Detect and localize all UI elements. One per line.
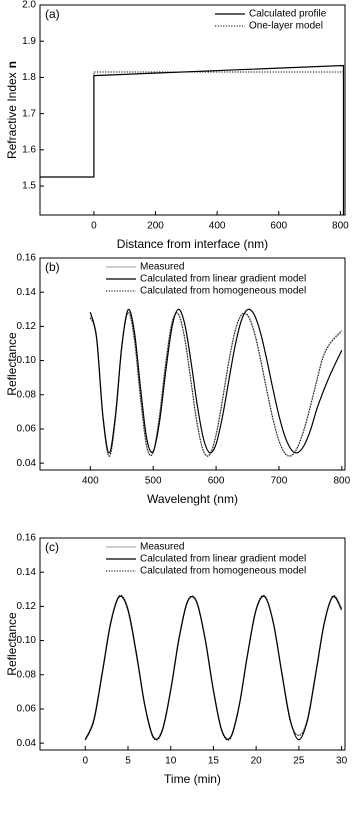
plot-frame — [39, 4, 346, 216]
y-tick-label: 0.08 — [17, 389, 37, 400]
legend-label: Calculated from homogeneous model — [140, 566, 306, 577]
x-tick-label: 800 — [334, 476, 351, 487]
y-tick-label: 2.0 — [22, 0, 36, 11]
y-tick-label: 1.9 — [22, 36, 36, 47]
y-tick-label: 0.06 — [17, 704, 37, 715]
y-axis-label: Reflectance — [5, 612, 19, 676]
data-line — [89, 308, 343, 454]
data-line — [84, 594, 343, 741]
x-tick-label: 20 — [251, 756, 263, 767]
x-tick-label: 700 — [271, 476, 288, 487]
legend-label: Calculated from homogeneous model — [140, 286, 306, 297]
legend-label: Measured — [140, 262, 184, 273]
data-line — [40, 71, 345, 215]
y-tick-label: 0.12 — [17, 321, 37, 332]
legend-label: Calculated from linear gradient model — [140, 554, 306, 565]
x-axis-label: Distance from interface (nm) — [117, 237, 268, 251]
plot-frame — [39, 257, 346, 471]
y-axis-label: Refractive Index n — [5, 61, 19, 159]
x-tick-label: 400 — [82, 476, 99, 487]
panel: 1.5 1.6 1.7 1.8 1.9 2.0 0 200 400 600 800 (a) Distan… — [5, 0, 349, 251]
y-tick-label: 0.04 — [17, 458, 37, 469]
y-tick-label: 1.6 — [22, 144, 36, 155]
y-tick-label: 0.12 — [17, 601, 37, 612]
y-tick-label: 0.08 — [17, 669, 37, 680]
panel-label: (b) — [45, 260, 60, 274]
x-tick-label: 25 — [293, 756, 305, 767]
legend-label: Calculated profile — [249, 9, 327, 20]
panel: 0.04 0.06 0.08 0.10 0.12 0.14 0.16 400 500 600 700… — [5, 253, 350, 507]
x-tick-label: 200 — [147, 221, 164, 232]
y-axis-label-text: Reflectance — [5, 332, 19, 396]
x-axis-label: Time (min) — [164, 772, 221, 786]
y-tick-label: 0.14 — [17, 567, 37, 578]
data-line — [40, 64, 345, 215]
legend-label: One-layer model — [249, 21, 323, 32]
plot-frame — [39, 537, 346, 751]
x-tick-label: 15 — [208, 756, 220, 767]
x-tick-label: 800 — [332, 221, 349, 232]
data-line — [89, 311, 343, 458]
x-tick-label: 5 — [125, 756, 131, 767]
y-axis-label-symbol: n — [5, 61, 19, 68]
y-tick-label: 0.06 — [17, 424, 37, 435]
data-line — [84, 594, 343, 741]
y-tick-label: 1.5 — [22, 181, 36, 192]
x-tick-label: 600 — [270, 221, 287, 232]
y-tick-label: 0.04 — [17, 738, 37, 749]
x-tick-label: 600 — [208, 476, 225, 487]
y-tick-label: 0.10 — [17, 355, 37, 366]
x-tick-label: 30 — [336, 756, 348, 767]
x-tick-label: 500 — [145, 476, 162, 487]
y-axis-label-text: Reflectance — [5, 612, 19, 676]
x-tick-label: 400 — [209, 221, 226, 232]
x-tick-label: 10 — [165, 756, 177, 767]
x-tick-label: 0 — [91, 221, 97, 232]
data-line — [84, 595, 343, 741]
y-tick-label: 1.7 — [22, 108, 36, 119]
y-tick-label: 0.16 — [17, 533, 37, 544]
y-axis-label: Reflectance — [5, 332, 19, 396]
panel-label: (a) — [45, 7, 60, 21]
x-axis-label: Wavelenght (nm) — [147, 492, 238, 506]
x-tick-label: 0 — [82, 756, 88, 767]
y-tick-label: 0.16 — [17, 253, 37, 264]
panel-label: (c) — [45, 540, 59, 554]
legend-label: Calculated from linear gradient model — [140, 274, 306, 285]
panel: 0.04 0.06 0.08 0.10 0.12 0.14 0.16 0 5 10 15 20 25 30… — [5, 533, 347, 787]
y-tick-label: 0.10 — [17, 635, 37, 646]
legend-label: Measured — [140, 542, 184, 553]
y-tick-label: 1.8 — [22, 72, 36, 83]
y-tick-label: 0.14 — [17, 287, 37, 298]
y-axis-label-text: Refractive Index — [5, 72, 19, 159]
